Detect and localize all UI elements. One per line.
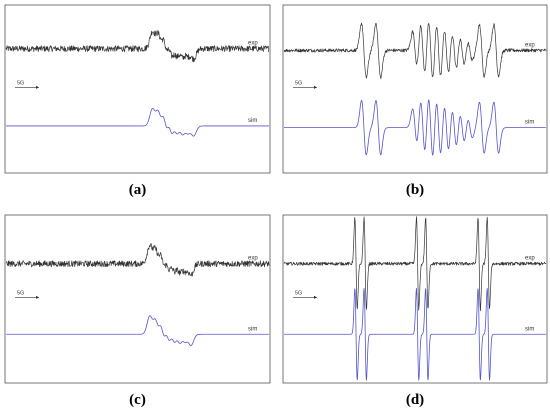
- panel-frame: [4, 214, 271, 384]
- series-exp-label: exp: [525, 256, 535, 262]
- panel-caption: (d): [406, 392, 424, 408]
- scale-bar-label: 5G: [17, 290, 24, 296]
- scale-bar-label: 5G: [17, 80, 24, 86]
- scale-bar-arrowhead-icon: [314, 295, 317, 299]
- scale-bar-label: 5G: [295, 80, 302, 86]
- scale-bar-arrowhead-icon: [314, 85, 317, 89]
- scale-bar-label: 5G: [295, 290, 302, 296]
- series-sim-line: [5, 108, 270, 137]
- series-sim-line: [283, 99, 547, 156]
- series-exp-line: [5, 29, 270, 63]
- panel-b: 5G exp sim (b): [282, 4, 548, 198]
- series-exp-line: [283, 22, 547, 80]
- panel-c: 5G exp sim (c): [4, 214, 271, 408]
- series-sim-label: sim: [525, 120, 534, 126]
- series-sim-line: [283, 287, 547, 381]
- panel-frame: [282, 4, 548, 174]
- panel-caption: (b): [406, 182, 424, 198]
- series-exp-line: [283, 216, 547, 312]
- series-sim-label: sim: [248, 118, 257, 124]
- series-sim-line: [5, 315, 270, 346]
- panel-frame: [4, 4, 271, 174]
- panel-d: 5G exp sim (d): [282, 214, 548, 408]
- series-sim-label: sim: [248, 326, 257, 332]
- scale-bar-arrowhead-icon: [36, 295, 39, 299]
- series-exp-label: exp: [248, 256, 258, 262]
- series-exp-label: exp: [248, 41, 258, 47]
- series-exp-line: [5, 243, 270, 277]
- panel-caption: (a): [129, 182, 147, 198]
- series-sim-label: sim: [525, 326, 534, 332]
- scale-bar-arrowhead-icon: [36, 85, 39, 89]
- series-exp-label: exp: [525, 42, 535, 48]
- panel-frame: [282, 214, 548, 384]
- panel-a: 5G exp sim (a): [4, 4, 271, 198]
- panel-caption: (c): [129, 392, 146, 408]
